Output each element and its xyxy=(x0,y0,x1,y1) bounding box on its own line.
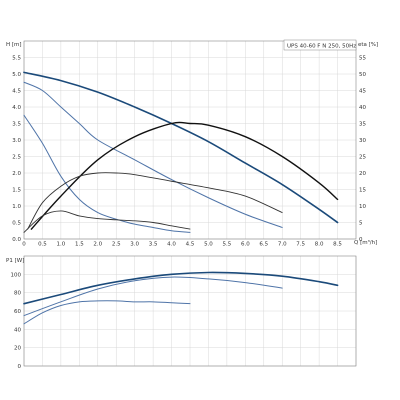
h-left-tick-label: 2.0 xyxy=(12,171,21,177)
h-series-line-4 xyxy=(30,121,339,230)
p1-chart-grid xyxy=(23,256,357,367)
h-chart-x-ticks: 0 0.5 1.0 1.5 2.0 2.5 3.0 3.5 4.0 4.5 5.0 5.5 6.0 6.5… xyxy=(22,242,342,248)
h-left-tick-label: 5.0 xyxy=(12,72,21,78)
h-x-tick-label: 7.0 xyxy=(278,242,287,248)
h-x-tick-label: 7.5 xyxy=(296,242,305,248)
h-x-tick-label: 8.5 xyxy=(333,242,342,248)
h-x-tick-label: 8.0 xyxy=(315,242,324,248)
h-chart-grid xyxy=(23,41,356,240)
h-x-tick-label: 2.5 xyxy=(112,242,121,248)
h-x-tick-label: 1.0 xyxy=(57,242,66,248)
h-right-tick-label: 25 xyxy=(359,155,366,161)
chart-title: UPS 40-60 F N 250, 50Hz xyxy=(287,44,356,50)
h-chart-xlabel: Q [m³/h] xyxy=(354,239,377,246)
h-chart-ylabel-right: eta [%] xyxy=(358,42,378,48)
p1-y-tick-label: 80 xyxy=(14,291,21,297)
p1-y-tick-label: 0 xyxy=(18,364,22,370)
h-x-tick-label: 6.5 xyxy=(259,242,268,248)
h-left-tick-label: 0.5 xyxy=(12,221,21,227)
h-right-tick-label: 55 xyxy=(359,56,366,62)
h-series-line-6 xyxy=(23,210,191,233)
p1-y-tick-label: 40 xyxy=(14,327,21,333)
chart-title-box xyxy=(283,39,357,51)
h-right-tick-label: 40 xyxy=(359,105,366,111)
h-x-tick-label: 4.5 xyxy=(186,242,195,248)
p1-y-tick-label: 60 xyxy=(14,309,21,315)
h-left-tick-label: 3.0 xyxy=(12,138,21,144)
h-x-tick-label: 6.0 xyxy=(241,242,250,248)
p1-y-tick-label: 20 xyxy=(14,346,21,352)
p1-series-line-2 xyxy=(23,276,283,317)
h-left-tick-label: 0.0 xyxy=(12,237,21,243)
p1-y-tick-label: 100 xyxy=(11,272,22,278)
h-series-line-3 xyxy=(23,114,191,233)
h-chart-series xyxy=(23,71,339,233)
h-chart-ylabel-left: H [m] xyxy=(6,42,22,48)
h-right-tick-label: 30 xyxy=(359,138,366,144)
h-left-tick-label: 1.5 xyxy=(12,188,21,194)
p1-chart-frame xyxy=(23,255,357,367)
p1-chart-y-ticks: 0 20 40 60 80 100 xyxy=(11,272,22,370)
p1-chart-series xyxy=(23,271,339,325)
h-right-tick-label: 20 xyxy=(359,171,366,177)
p1-chart: 0 20 40 60 80 100 P1 [W] xyxy=(6,255,357,370)
h-right-tick-label: 45 xyxy=(359,89,366,95)
h-right-tick-label: 10 xyxy=(359,204,366,210)
h-left-tick-label: 3.5 xyxy=(12,122,21,128)
h-x-tick-label: 3.0 xyxy=(130,242,139,248)
h-chart: 0 0.5 1.0 1.5 2.0 2.5 3.0 3.5 4.0 4.5 5.0 5.5 6.0 6.5… xyxy=(6,39,378,248)
h-x-tick-label: 2.0 xyxy=(93,242,102,248)
h-right-tick-label: 5 xyxy=(359,221,363,227)
h-right-tick-label: 50 xyxy=(359,72,366,78)
h-x-tick-label: 0 xyxy=(22,242,26,248)
h-chart-left-ticks: 0.0 0.5 1.0 1.5 2.0 2.5 3.0 3.5 4.0 4.5 5.0 5.5 xyxy=(12,56,21,244)
h-left-tick-label: 5.5 xyxy=(12,56,21,62)
h-series-line-1 xyxy=(23,71,339,224)
h-right-tick-label: 15 xyxy=(359,188,366,194)
h-x-tick-label: 1.5 xyxy=(75,242,84,248)
h-series-line-2 xyxy=(23,81,283,228)
h-left-tick-label: 4.0 xyxy=(12,105,21,111)
h-left-tick-label: 4.5 xyxy=(12,89,21,95)
h-right-tick-label: 0 xyxy=(359,237,363,243)
h-x-tick-label: 0.5 xyxy=(38,242,47,248)
h-left-tick-label: 2.5 xyxy=(12,155,21,161)
h-chart-right-ticks: 0 5 10 15 20 25 30 35 40 45 50 55 xyxy=(359,56,366,244)
h-left-tick-label: 1.0 xyxy=(12,204,21,210)
h-x-tick-label: 5.0 xyxy=(204,242,213,248)
p1-series-line-1 xyxy=(23,271,339,305)
p1-chart-ylabel: P1 [W] xyxy=(6,258,24,264)
h-x-tick-label: 5.5 xyxy=(223,242,232,248)
h-x-tick-label: 4.0 xyxy=(167,242,176,248)
h-chart-frame xyxy=(23,40,357,240)
p1-series-line-3 xyxy=(23,300,191,325)
h-x-tick-label: 3.5 xyxy=(149,242,158,248)
h-series-line-5 xyxy=(27,172,283,230)
h-right-tick-label: 35 xyxy=(359,122,366,128)
